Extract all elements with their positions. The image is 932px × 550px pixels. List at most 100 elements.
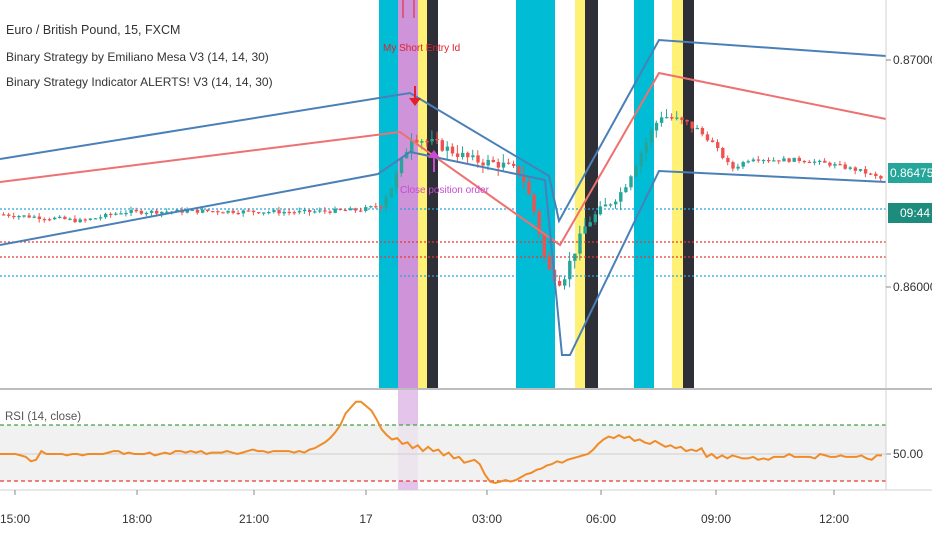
candle-body [88, 218, 93, 220]
candle-body [73, 218, 77, 223]
candle [761, 159, 766, 164]
candle [226, 210, 230, 215]
candle [588, 216, 592, 227]
candle-body [547, 256, 552, 270]
candle-body [32, 216, 36, 218]
candle [292, 210, 297, 215]
candle [68, 217, 72, 221]
candle [37, 213, 42, 223]
candle [619, 187, 623, 211]
candle-body [389, 188, 393, 198]
candle [828, 161, 832, 168]
candle [308, 209, 312, 216]
candle [705, 131, 710, 142]
candle-body [323, 210, 327, 212]
channel-upper-blue [0, 38, 887, 224]
candle-body [512, 163, 516, 166]
candle-body [435, 139, 439, 141]
candle-body [277, 210, 281, 214]
candle [7, 212, 11, 218]
candle-body [410, 139, 414, 153]
indicator-legend[interactable]: Binary Strategy Indicator ALERTS! V3 (14… [6, 75, 273, 89]
candle [63, 215, 67, 220]
candle-body [206, 209, 210, 212]
candle-body [445, 146, 450, 151]
candle-body [297, 210, 302, 213]
candle [542, 231, 546, 262]
candle-body [802, 160, 807, 163]
time-tick-label: 06:00 [586, 512, 616, 526]
candle-body [751, 159, 756, 162]
candle [195, 209, 200, 215]
candle [777, 160, 781, 165]
candle [501, 154, 506, 172]
candle-body [710, 140, 715, 143]
candle-body [17, 216, 21, 218]
candle [379, 205, 383, 212]
candlestick-series [2, 109, 883, 290]
rsi-legend[interactable]: RSI (14, close) [5, 411, 82, 423]
candle-body [491, 159, 495, 163]
close-arrow-head [428, 150, 440, 158]
band-yellow-8 [672, 0, 683, 389]
time-tick-label: 12:00 [819, 512, 849, 526]
candle [583, 217, 587, 234]
candle [654, 120, 659, 138]
candle-body [226, 210, 230, 213]
candle [78, 217, 82, 224]
candle-body [455, 153, 460, 157]
candle-body [726, 157, 730, 163]
candle [812, 158, 817, 166]
midline-red [0, 71, 887, 247]
candle-body [58, 216, 62, 218]
candle-body [823, 160, 827, 163]
candle-body [379, 206, 383, 208]
candle-body [695, 127, 699, 130]
time-tick-label: 09:00 [701, 512, 731, 526]
candle [496, 158, 501, 177]
candle-body [557, 281, 562, 286]
candle-body [353, 208, 358, 211]
candle-body [685, 119, 689, 122]
candle [634, 163, 638, 178]
candle-body [384, 197, 388, 208]
candle-body [430, 139, 434, 142]
candle [58, 215, 62, 219]
candle-body [787, 158, 791, 162]
candle-body [359, 210, 363, 212]
strategy-legend[interactable]: Binary Strategy by Emiliano Mesa V3 (14,… [6, 50, 269, 64]
candle [27, 212, 31, 219]
current-price-label: 0.86475 [890, 166, 932, 180]
candle-body [624, 187, 628, 193]
candle [302, 207, 307, 214]
candle-body [767, 159, 771, 162]
candle [853, 166, 858, 175]
candle-body [608, 204, 613, 206]
candle-body [211, 211, 215, 213]
candle [251, 210, 256, 216]
candle-body [476, 155, 480, 163]
candle [17, 214, 21, 220]
countdown-label: 09:44 [900, 206, 930, 220]
candle [838, 160, 842, 166]
candle [323, 207, 327, 215]
candle [313, 208, 317, 214]
candle-body [741, 162, 745, 167]
candle-body [807, 161, 812, 164]
candle [659, 111, 664, 127]
candle [879, 174, 883, 182]
candle [772, 157, 776, 162]
candle-body [257, 212, 261, 214]
candle-body [792, 157, 796, 162]
candle-body [731, 162, 735, 169]
candle [695, 125, 699, 130]
candle-body [665, 117, 669, 119]
candle-body [190, 209, 195, 211]
candle [22, 215, 26, 218]
candle [257, 211, 261, 214]
candle [287, 208, 291, 216]
candle-body [471, 155, 475, 158]
candle-body [328, 211, 332, 213]
